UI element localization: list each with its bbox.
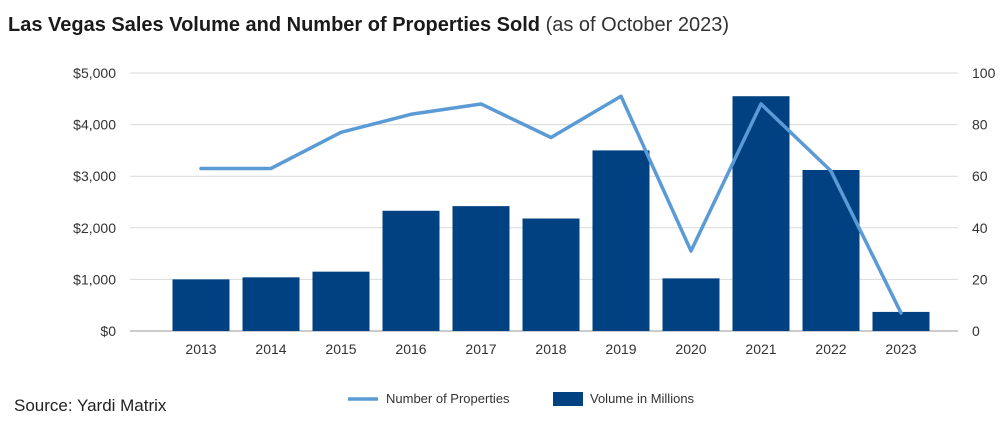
bar-2020 xyxy=(662,278,720,331)
bar-2014 xyxy=(242,277,300,331)
x-tick-label: 2013 xyxy=(185,341,216,357)
legend-label-number-of-properties: Number of Properties xyxy=(386,391,510,406)
right-axis-tick-label: 60 xyxy=(972,168,988,184)
legend-bar-swatch xyxy=(553,392,583,406)
left-axis-tick-label: $5,000 xyxy=(73,65,116,81)
left-axis-tick-label: $0 xyxy=(100,323,116,339)
bar-2013 xyxy=(172,279,230,331)
chart-title-main: Las Vegas Sales Volume and Number of Pro… xyxy=(8,14,541,36)
bar-2018 xyxy=(522,218,580,331)
legend-label-volume-in-millions: Volume in Millions xyxy=(590,391,695,406)
right-axis-tick-label: 0 xyxy=(972,323,980,339)
x-tick-label: 2019 xyxy=(605,341,636,357)
bar-2022 xyxy=(802,170,860,331)
x-tick-label: 2017 xyxy=(465,341,496,357)
chart-title: Las Vegas Sales Volume and Number of Pro… xyxy=(8,14,729,37)
right-axis-tick-label: 40 xyxy=(972,220,988,236)
right-axis-tick-label: 20 xyxy=(972,271,988,287)
left-axis-tick-label: $4,000 xyxy=(73,117,116,133)
bar-2017 xyxy=(452,206,510,331)
line-series xyxy=(199,94,903,315)
x-tick-label: 2021 xyxy=(745,341,776,357)
bar-2021 xyxy=(732,96,790,331)
bar-2016 xyxy=(382,210,440,331)
x-tick-label: 2015 xyxy=(325,341,356,357)
bar-2023 xyxy=(872,311,930,331)
left-axis-tick-label: $2,000 xyxy=(73,220,116,236)
x-axis: 2013 2014 2015 2016 2017 2018 2019 2020 2021 2022… xyxy=(185,341,916,357)
right-axis-tick-label: 100 xyxy=(972,65,996,81)
chart-title-subtitle: (as of October 2023) xyxy=(545,14,730,36)
legend: Number of Properties Volume in Millions xyxy=(348,391,695,406)
source-note: Source: Yardi Matrix xyxy=(14,396,167,415)
left-axis: $0 $1,000 $2,000 $3,000 $4,000 $5,000 xyxy=(73,65,116,339)
right-axis: 0 20 40 60 80 100 xyxy=(972,65,996,339)
x-tick-label: 2018 xyxy=(535,341,566,357)
bar-2015 xyxy=(312,271,370,331)
left-axis-tick-label: $1,000 xyxy=(73,271,116,287)
bar-2019 xyxy=(592,150,650,331)
x-tick-label: 2020 xyxy=(675,341,706,357)
x-tick-label: 2023 xyxy=(885,341,916,357)
x-tick-label: 2016 xyxy=(395,341,426,357)
left-axis-tick-label: $3,000 xyxy=(73,168,116,184)
bars xyxy=(172,96,930,331)
x-tick-label: 2014 xyxy=(255,341,286,357)
x-tick-label: 2022 xyxy=(815,341,846,357)
right-axis-tick-label: 80 xyxy=(972,117,988,133)
